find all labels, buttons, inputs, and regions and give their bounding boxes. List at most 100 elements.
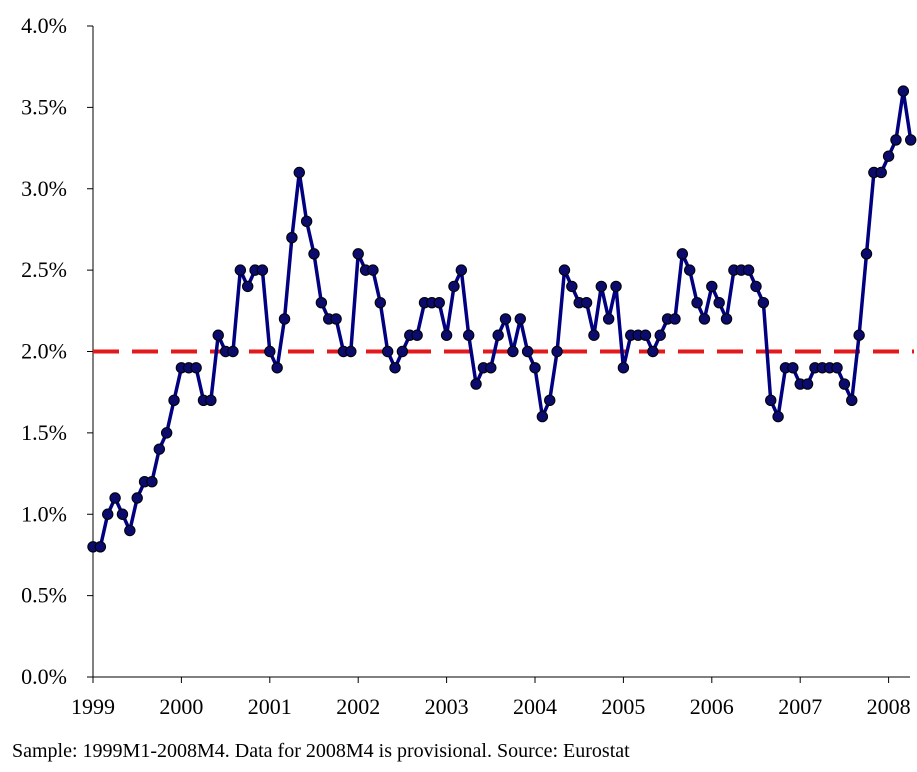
data-point (905, 134, 917, 146)
data-point (205, 394, 217, 407)
data-point (448, 280, 460, 293)
data-point (463, 329, 475, 341)
data-point (315, 296, 328, 309)
data-point (654, 329, 666, 341)
data-point (757, 296, 770, 309)
data-point (308, 248, 320, 260)
data-point (499, 313, 512, 325)
data-point (639, 329, 652, 341)
data-point (713, 296, 725, 309)
data-point (890, 134, 902, 146)
data-point (602, 313, 615, 325)
data-point (801, 378, 814, 390)
data-point (212, 329, 224, 341)
data-point (698, 313, 711, 325)
data-point (455, 264, 468, 276)
data-point (116, 508, 129, 520)
data-point (617, 362, 630, 374)
x-tick-label: 2005 (601, 694, 645, 719)
data-point (330, 313, 342, 325)
y-tick-label: 1.5% (21, 420, 67, 445)
data-point (242, 280, 254, 293)
data-point (146, 476, 158, 488)
data-point (544, 394, 556, 407)
y-tick-label: 4.0% (21, 13, 67, 38)
data-point (293, 166, 305, 179)
data-point (190, 362, 202, 374)
data-point (772, 410, 784, 423)
data-point (94, 541, 107, 553)
data-point (750, 280, 762, 293)
data-point (529, 362, 541, 374)
data-point (227, 345, 239, 358)
data-point (271, 362, 283, 374)
data-point (521, 345, 534, 358)
data-point (433, 296, 445, 309)
data-point (286, 231, 298, 244)
x-tick-label: 1999 (71, 694, 115, 719)
data-point (706, 280, 718, 293)
x-axis: 1999 2000 2001 2002 2003 2004 2005 2006 2007 2008 (71, 676, 911, 719)
data-point (367, 264, 379, 276)
chart-footnote: Sample: 1999M1-2008M4. Data for 2008M4 i… (12, 740, 630, 762)
data-point (256, 264, 269, 276)
x-tick-label: 2003 (425, 694, 469, 719)
data-point (647, 345, 659, 358)
data-point (720, 313, 733, 325)
data-point (610, 280, 622, 293)
data-point (669, 313, 681, 325)
data-point (580, 296, 593, 309)
data-point (153, 443, 166, 455)
data-point (300, 215, 313, 228)
data-point (882, 150, 895, 162)
data-point (853, 329, 865, 341)
x-tick-label: 2007 (778, 694, 822, 719)
data-point (536, 410, 549, 423)
data-point (860, 248, 873, 260)
data-point (470, 378, 482, 390)
data-points (87, 85, 917, 553)
data-point (676, 248, 689, 260)
data-point (838, 378, 851, 390)
data-point (897, 85, 910, 97)
x-tick-label: 2008 (867, 694, 911, 719)
data-point (345, 345, 357, 358)
y-tick-label: 2.0% (21, 339, 67, 364)
y-tick-label: 2.5% (21, 257, 67, 282)
data-point (109, 492, 121, 504)
data-point (374, 296, 386, 309)
x-tick-label: 2002 (336, 694, 380, 719)
data-point (492, 329, 504, 341)
data-point (684, 264, 696, 276)
data-point (131, 492, 143, 504)
data-point (765, 394, 777, 407)
data-point (831, 362, 843, 374)
x-tick-label: 2006 (690, 694, 734, 719)
x-tick-label: 2000 (159, 694, 203, 719)
data-point (102, 508, 114, 520)
y-tick-label: 0.5% (21, 583, 67, 608)
data-point (507, 345, 519, 358)
data-point (396, 345, 409, 358)
data-point (787, 362, 799, 374)
data-point (566, 280, 578, 293)
data-point (551, 345, 563, 358)
data-point (485, 362, 497, 374)
data-point (381, 345, 394, 358)
x-tick-label: 2001 (248, 694, 292, 719)
data-point (278, 313, 291, 325)
data-point (691, 296, 703, 309)
y-tick-label: 0.0% (21, 664, 67, 689)
data-point (389, 362, 401, 374)
data-point (352, 248, 364, 260)
y-axis: 0.0% 0.5% 1.0% 1.5% 2.0% 2.5% 3.0% 3.5% 4.0% (21, 13, 94, 689)
data-point (168, 394, 180, 407)
y-tick-label: 3.0% (21, 176, 67, 201)
data-point (588, 329, 600, 341)
inflation-line-chart: 0.0% 0.5% 1.0% 1.5% 2.0% 2.5% 3.0% 3.5% 4.0% 199… (21, 13, 917, 719)
data-point (124, 524, 136, 537)
y-tick-label: 3.5% (21, 94, 67, 119)
data-point (875, 166, 887, 179)
data-point (514, 313, 526, 325)
data-point (742, 264, 755, 276)
